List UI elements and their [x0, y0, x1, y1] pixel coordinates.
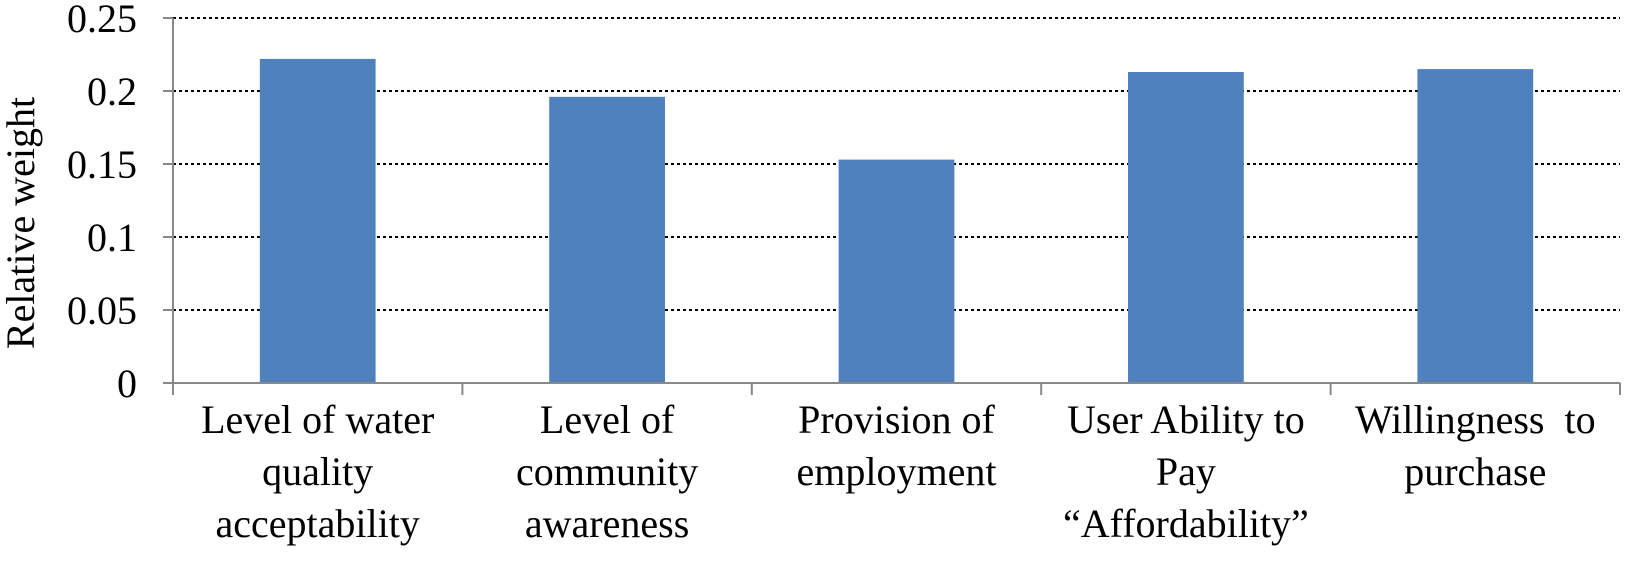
x-category-label: Provision of employment [797, 397, 997, 494]
x-category-label-line: User Ability to [1067, 397, 1305, 442]
x-category-label-line: Willingness to [1355, 397, 1596, 442]
x-tick-marks [172, 383, 1621, 395]
x-category-label: User Ability to Pay “Affordability” [1063, 397, 1309, 546]
y-tick-label: 0.25 [67, 0, 137, 41]
bar [259, 58, 376, 383]
y-axis-title: Relative weight [0, 97, 43, 349]
x-category-label-line: employment [797, 449, 997, 494]
y-tick-label: 0.2 [87, 69, 137, 114]
y-tick-label: 0.15 [67, 142, 137, 187]
y-tick-label: 0.05 [67, 288, 137, 333]
x-category-label-line: purchase [1404, 449, 1546, 494]
bar [1128, 72, 1244, 384]
x-category-labels: Level of water quality acceptabilityLevel … [201, 397, 1596, 546]
gridlines [173, 17, 1620, 311]
x-category-label-line: awareness [525, 501, 689, 546]
bar [549, 96, 665, 383]
y-tick-label: 0 [117, 361, 137, 406]
axes [172, 18, 1620, 384]
x-category-label-line: Level of water [201, 397, 434, 442]
bar [838, 159, 955, 383]
x-category-label-line: “Affordability” [1063, 501, 1309, 546]
x-category-label-line: community [516, 449, 698, 494]
y-tick-label: 0.1 [87, 215, 137, 260]
bars [259, 58, 1534, 384]
bar [1417, 69, 1534, 383]
x-category-label-line: Level of [540, 397, 675, 442]
x-category-label-line: acceptability [216, 501, 420, 546]
x-category-label: Level of community awareness [516, 397, 698, 546]
x-category-label: Level of water quality acceptability [201, 397, 434, 546]
x-category-label-line: quality [262, 449, 373, 494]
x-category-label: Willingness to purchase [1355, 397, 1596, 494]
y-tick-labels: 0 0.05 0.1 0.15 0.2 0.25 [67, 0, 173, 406]
x-category-label-line: Provision of [798, 397, 995, 442]
x-category-label-line: Pay [1156, 449, 1216, 494]
